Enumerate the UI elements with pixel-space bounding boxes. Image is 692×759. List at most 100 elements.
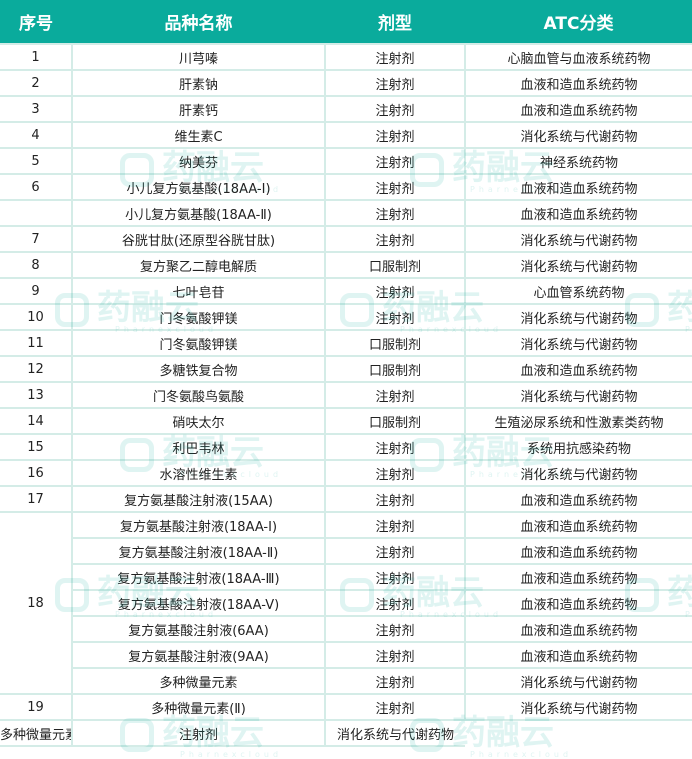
table-row: 10 门冬氨酸钾镁 注射剂 消化系统与代谢药物 [0,303,692,331]
cell-form: 注射剂 [324,121,466,149]
cell-name: 小儿复方氨基酸(18AA-Ⅱ) [71,199,326,227]
cell-atc: 血液和造血系统药物 [464,537,692,565]
table-header: 序号 品种名称 剂型 ATC分类 [0,0,692,44]
cell-form: 注射剂 [324,667,466,695]
cell-name: 肝素钠 [71,69,326,97]
cell-form: 注射剂 [324,147,466,175]
cell-form: 注射剂 [324,433,466,461]
table-row: 16 水溶性维生素 注射剂 消化系统与代谢药物 [0,459,692,487]
table-row: 小儿复方氨基酸(18AA-Ⅱ) 注射剂 血液和造血系统药物 [0,199,692,227]
header-atc: ATC分类 [465,0,692,44]
cell-name: 门冬氨酸钾镁 [71,303,326,331]
cell-atc: 血液和造血系统药物 [464,563,692,591]
cell-seq: 2 [0,69,73,97]
cell-name: 水溶性维生素 [71,459,326,487]
cell-seq: 19 [0,693,73,721]
table-row: 15 利巴韦林 注射剂 系统用抗感染药物 [0,433,692,461]
cell-form: 注射剂 [324,225,466,253]
cell-atc: 消化系统与代谢药物 [464,667,692,695]
cell-atc: 血液和造血系统药物 [464,485,692,513]
watermark-subtext: Pharnexcloud [470,750,573,759]
cell-form: 注射剂 [324,563,466,591]
cell-form: 注射剂 [324,641,466,669]
cell-atc: 心血管系统药物 [464,277,692,305]
cell-atc: 血液和造血系统药物 [464,615,692,643]
table-row: 19 多种微量元素(Ⅱ) 注射剂 消化系统与代谢药物 [0,693,692,721]
cell-seq: 8 [0,251,73,279]
header-seq: 序号 [0,0,72,44]
cell-name: 复方氨基酸注射液(15AA) [71,485,326,513]
cell-atc: 血液和造血系统药物 [464,511,692,539]
cell-atc: 消化系统与代谢药物 [464,303,692,331]
cell-name: 纳美芬 [71,147,326,175]
cell-atc: 血液和造血系统药物 [464,199,692,227]
cell-form: 注射剂 [324,485,466,513]
cell-form: 注射剂 [324,589,466,617]
cell-seq: 6 [0,173,73,201]
cell-form: 注射剂 [324,173,466,201]
table-row: 复方氨基酸注射液(9AA) 注射剂 血液和造血系统药物 [0,641,692,669]
cell-form: 注射剂 [324,459,466,487]
cell-atc: 消化系统与代谢药物 [464,693,692,721]
cell-name: 利巴韦林 [71,433,326,461]
cell-form: 注射剂 [324,615,466,643]
cell-seq: 1 [0,43,73,71]
cell-atc: 消化系统与代谢药物 [464,329,692,357]
cell-name: 小儿复方氨基酸(18AA-I) [71,173,326,201]
table-row: 复方氨基酸注射液(18AA-Ⅲ) 注射剂 血液和造血系统药物 [0,563,692,591]
cell-atc: 消化系统与代谢药物 [324,719,465,747]
table-row: 复方氨基酸注射液(18AA-V) 注射剂 血液和造血系统药物 [0,589,692,617]
cell-form: 注射剂 [324,693,466,721]
cell-form: 口服制剂 [324,355,466,383]
cell-form: 注射剂 [324,199,466,227]
cell-seq: 9 [0,277,73,305]
cell-atc: 消化系统与代谢药物 [464,459,692,487]
table-row: 7 谷胱甘肽(还原型谷胱甘肽) 注射剂 消化系统与代谢药物 [0,225,692,253]
watermark-subtext: Pharnexcloud [180,750,283,759]
cell-atc: 血液和造血系统药物 [464,95,692,123]
table-row: 多种微量元素 注射剂 消化系统与代谢药物 [0,667,692,695]
cell-atc: 系统用抗感染药物 [464,433,692,461]
cell-atc: 血液和造血系统药物 [464,641,692,669]
cell-name: 门冬氨酸钾镁 [71,329,326,357]
cell-name: 复方氨基酸注射液(6AA) [72,615,326,643]
cell-name: 复方氨基酸注射液(9AA) [72,641,326,669]
cell-atc: 血液和造血系统药物 [464,69,692,97]
cell-name: 复方氨基酸注射液(18AA-I) [71,511,326,539]
table-row: 3 肝素钙 注射剂 血液和造血系统药物 [0,95,692,123]
cell-form: 注射剂 [324,511,466,539]
table-row: 1 川芎嗪 注射剂 心脑血管与血液系统药物 [0,43,692,71]
cell-form: 注射剂 [71,719,326,747]
cell-form: 注射剂 [324,303,466,331]
cell-seq: 14 [0,407,73,435]
cell-name: 硝呋太尔 [71,407,326,435]
cell-name: 复方氨基酸注射液(18AA-Ⅱ) [72,537,326,565]
cell-name: 多种微量元素(Ⅱ) [71,693,326,721]
table-row: 18 复方氨基酸注射液(18AA-I) 注射剂 血液和造血系统药物 [0,511,692,695]
cell-atc: 神经系统药物 [464,147,692,175]
table-row: 13 门冬氨酸鸟氨酸 注射剂 消化系统与代谢药物 [0,381,692,409]
cell-seq: 7 [0,225,73,253]
cell-seq: 16 [0,459,73,487]
table-row: 17 复方氨基酸注射液(15AA) 注射剂 血液和造血系统药物 [0,485,692,513]
cell-atc: 消化系统与代谢药物 [464,225,692,253]
cell-atc: 血液和造血系统药物 [464,173,692,201]
table-row: 6 小儿复方氨基酸(18AA-I) 注射剂 血液和造血系统药物 [0,173,692,201]
cell-seq: 11 [0,329,73,357]
cell-form: 注射剂 [324,277,466,305]
cell-name: 复方氨基酸注射液(18AA-V) [72,589,326,617]
table-row: 4 维生素C 注射剂 消化系统与代谢药物 [0,121,692,149]
cell-atc: 消化系统与代谢药物 [464,121,692,149]
table-row: 14 硝呋太尔 口服制剂 生殖泌尿系统和性激素类药物 [0,407,692,435]
table-row: 5 纳美芬 注射剂 神经系统药物 [0,147,692,175]
table-row: 复方氨基酸注射液(6AA) 注射剂 血液和造血系统药物 [0,615,692,643]
cell-form: 口服制剂 [324,329,466,357]
header-name: 品种名称 [72,0,325,44]
cell-seq [0,199,73,227]
table-row: 12 多糖铁复合物 口服制剂 血液和造血系统药物 [0,355,692,383]
table-row: 2 肝素钠 注射剂 血液和造血系统药物 [0,69,692,97]
cell-name: 川芎嗪 [71,43,326,71]
cell-seq: 13 [0,381,73,409]
cell-name: 复方聚乙二醇电解质 [71,251,326,279]
table-row: 复方氨基酸注射液(18AA-Ⅱ) 注射剂 血液和造血系统药物 [0,537,692,565]
